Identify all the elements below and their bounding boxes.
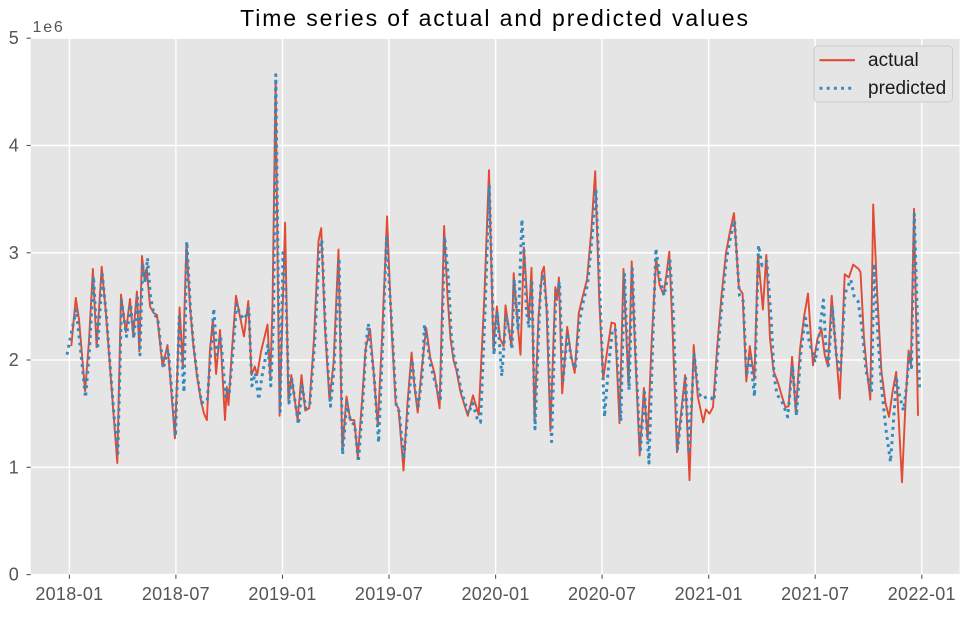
svg-text:Time series of actual and pred: Time series of actual and predicted valu… bbox=[240, 5, 750, 31]
svg-text:2020-01: 2020-01 bbox=[462, 584, 530, 604]
svg-text:predicted: predicted bbox=[868, 78, 946, 99]
svg-text:2: 2 bbox=[9, 350, 19, 370]
svg-text:0: 0 bbox=[9, 565, 19, 585]
svg-text:4: 4 bbox=[9, 136, 19, 156]
svg-text:2018-01: 2018-01 bbox=[35, 584, 103, 604]
svg-text:5: 5 bbox=[9, 28, 19, 48]
svg-text:2019-01: 2019-01 bbox=[248, 584, 316, 604]
svg-text:1e6: 1e6 bbox=[33, 19, 65, 36]
svg-text:2018-07: 2018-07 bbox=[142, 584, 210, 604]
svg-text:2021-01: 2021-01 bbox=[675, 584, 743, 604]
svg-text:3: 3 bbox=[9, 243, 19, 263]
svg-text:2020-07: 2020-07 bbox=[568, 584, 636, 604]
svg-text:2022-01: 2022-01 bbox=[888, 584, 956, 604]
svg-text:1: 1 bbox=[9, 457, 19, 477]
svg-text:2021-07: 2021-07 bbox=[781, 584, 849, 604]
svg-text:2019-07: 2019-07 bbox=[355, 584, 423, 604]
svg-text:actual: actual bbox=[868, 50, 919, 71]
